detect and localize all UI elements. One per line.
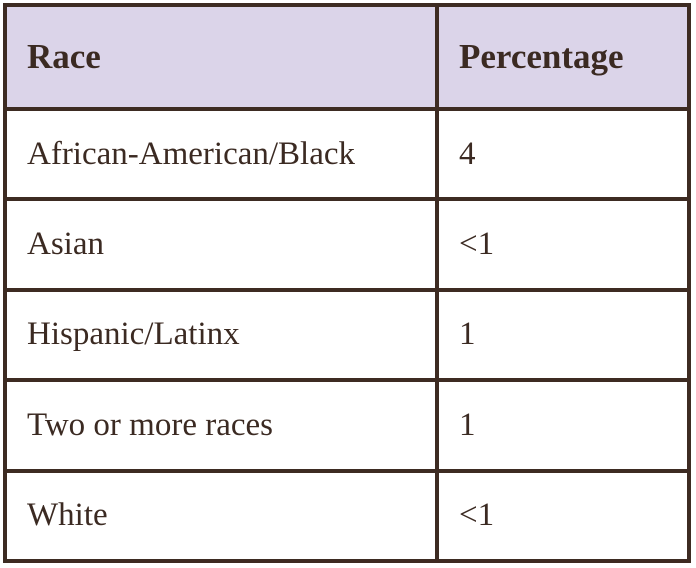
table-cell: Hispanic/Latinx	[3, 287, 439, 383]
header-cell: Percentage	[435, 3, 691, 111]
header-cell: Race	[3, 3, 439, 111]
table-row: Two or more races 1	[3, 378, 691, 473]
race-table: Race Percentage African-American/Black 4 As…	[3, 3, 691, 564]
header-row: Race Percentage	[3, 3, 691, 111]
table-cell: 1	[435, 287, 691, 383]
table-row: White <1	[3, 468, 691, 564]
table-row: Hispanic/Latinx 1	[3, 287, 691, 383]
table-cell: <1	[435, 468, 691, 564]
table-cell: <1	[435, 197, 691, 292]
table-body: African-American/Black 4 Asian <1 Hispanic/L…	[3, 106, 691, 564]
table-cell: 4	[435, 106, 691, 202]
table-wrap: Race Percentage African-American/Black 4 As…	[3, 3, 691, 564]
table-cell: Two or more races	[3, 378, 439, 473]
table-row: African-American/Black 4	[3, 106, 691, 202]
table-cell: 1	[435, 378, 691, 473]
table-header: Race Percentage	[3, 3, 691, 111]
table-cell: Asian	[3, 197, 439, 292]
table-cell: African-American/Black	[3, 106, 439, 202]
table-cell: White	[3, 468, 439, 564]
table-row: Asian <1	[3, 197, 691, 292]
